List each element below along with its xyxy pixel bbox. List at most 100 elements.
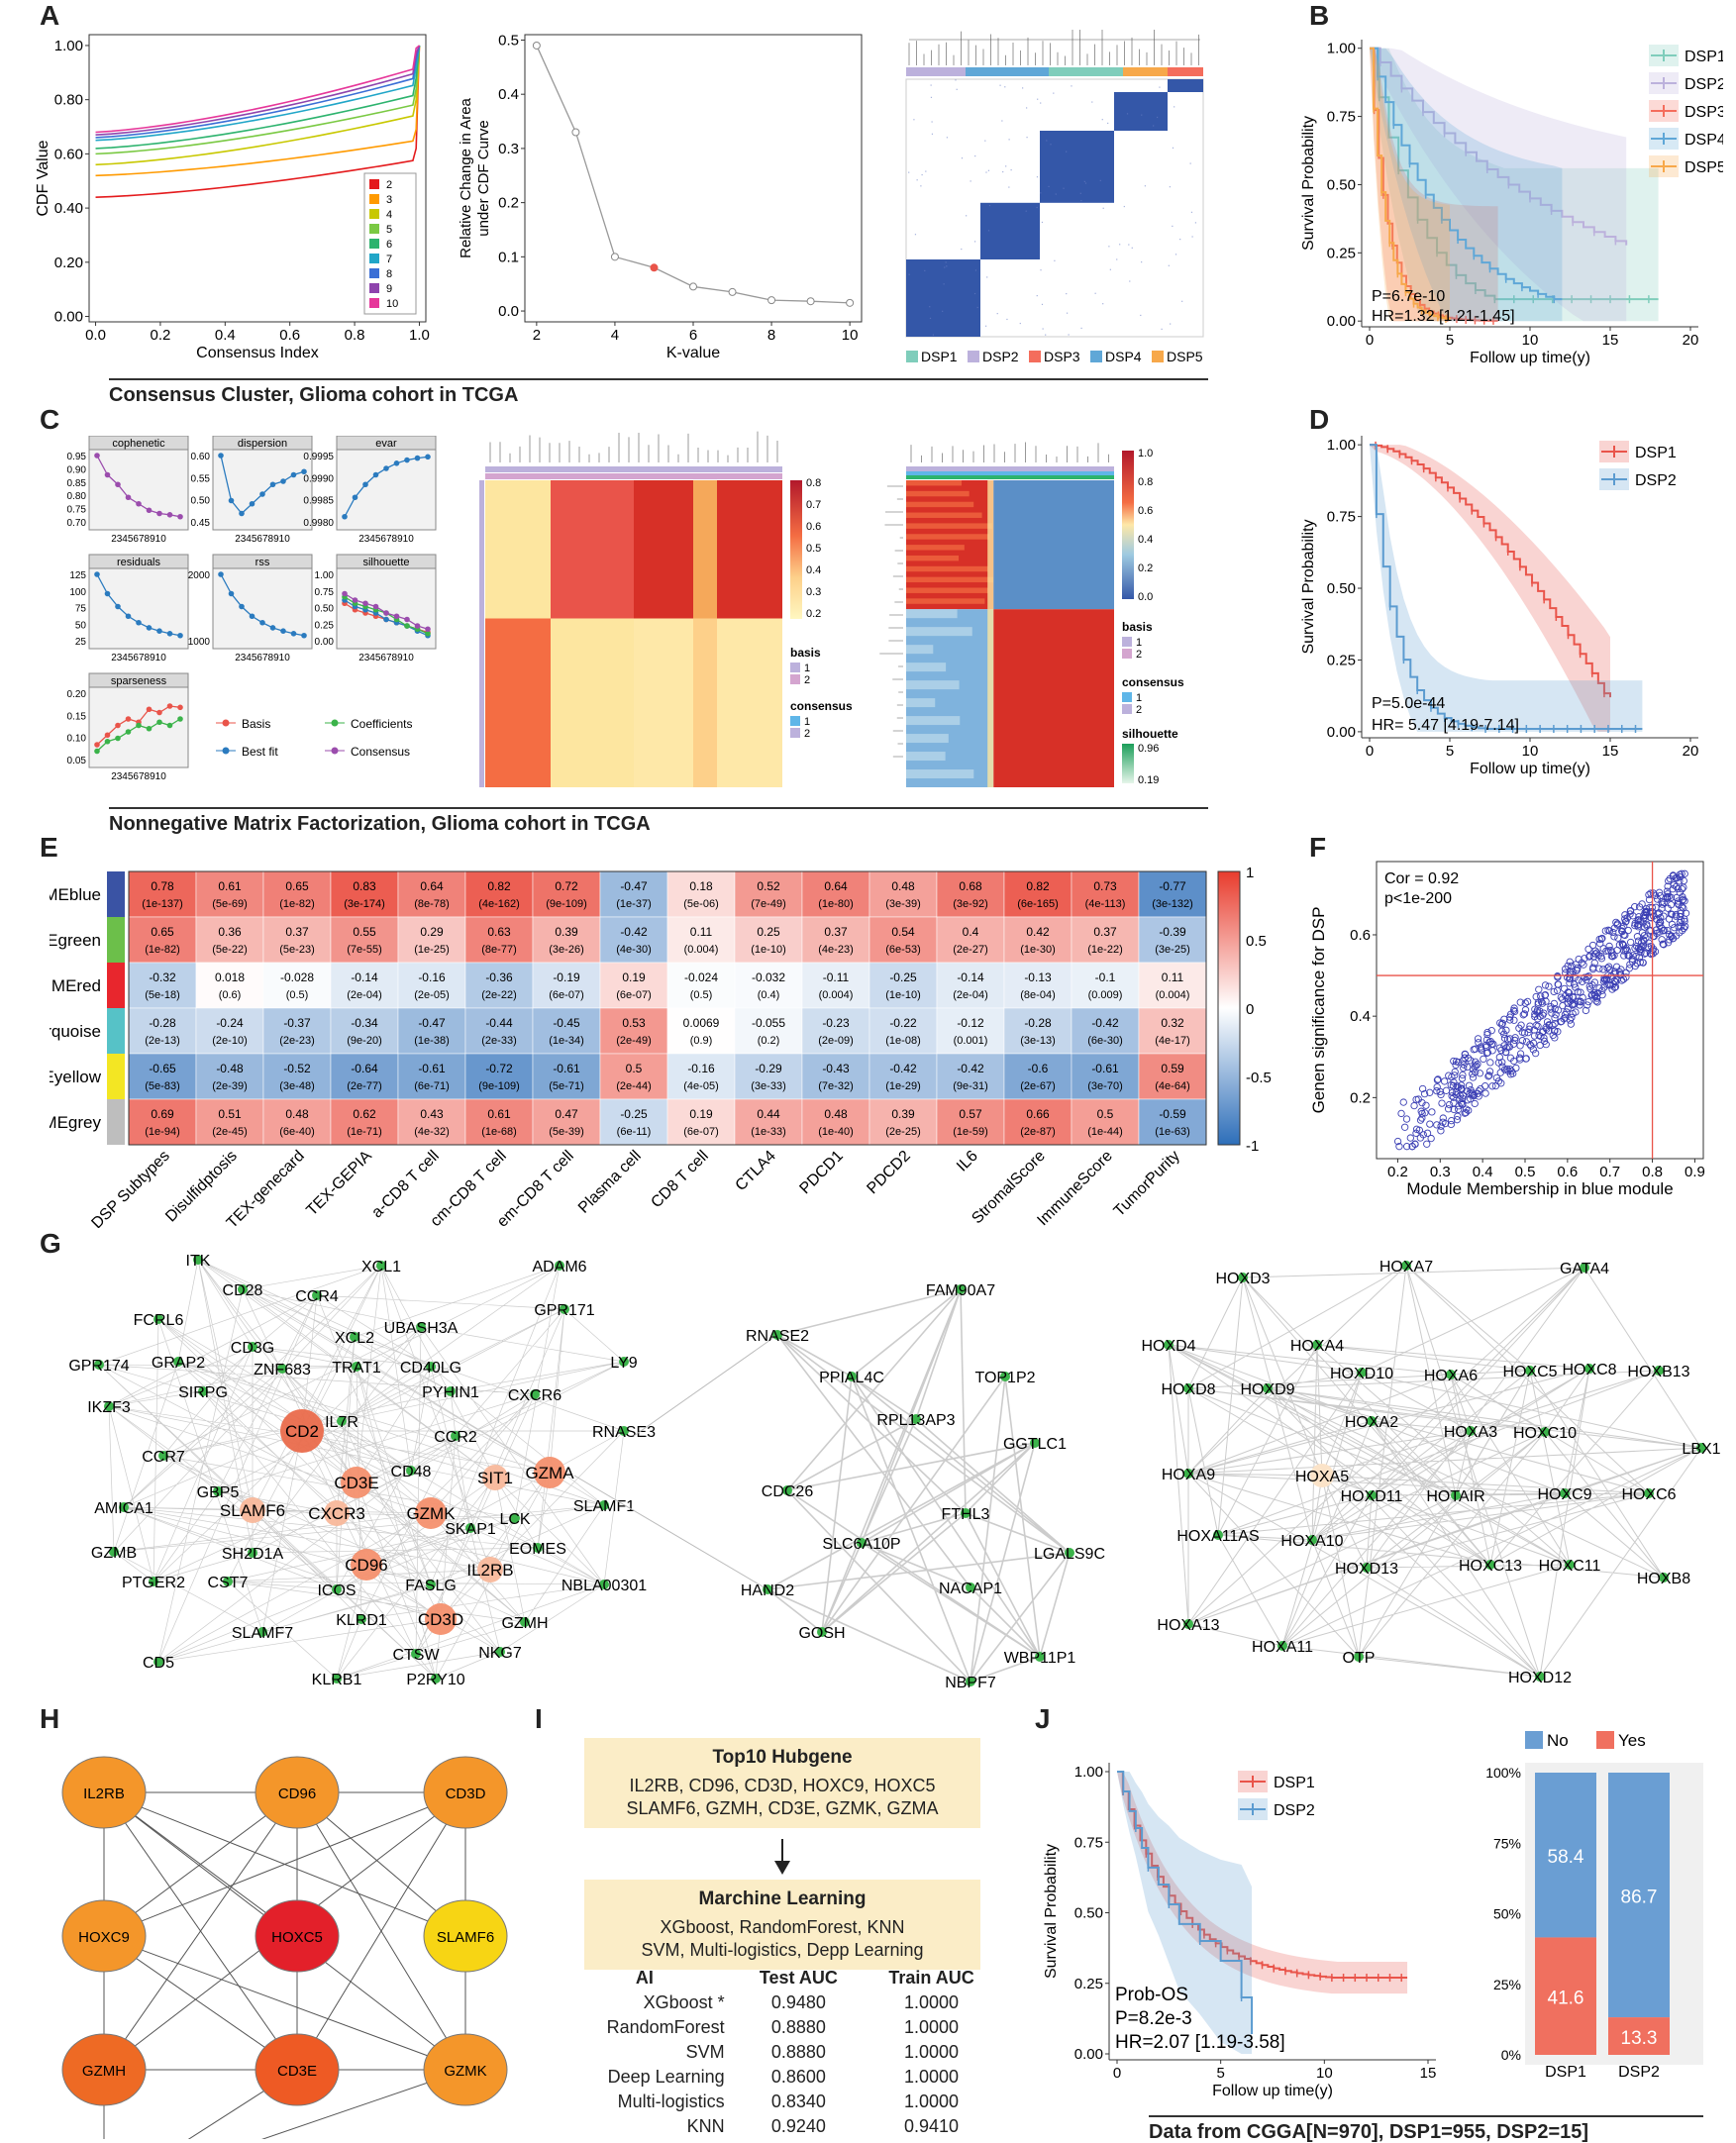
- heatmap-speck: [1026, 137, 1028, 139]
- heatmap-speck: [1022, 87, 1024, 89]
- heatmap-cell: [1071, 870, 1140, 918]
- gene-node: [350, 1332, 359, 1342]
- x-tick-label: 10: [1522, 743, 1539, 760]
- heatmap-speck: [908, 273, 910, 275]
- heatmap-speck: [1004, 86, 1006, 88]
- y-tick-label: 0.50: [315, 604, 335, 615]
- y-tick-label: 0.25: [315, 620, 335, 631]
- heatmap-cell: [128, 1053, 197, 1100]
- heatmap-speck: [1144, 185, 1146, 187]
- heatmap-cell: [666, 1007, 736, 1055]
- heatmap-cell: [397, 870, 466, 918]
- heatmap-cell: [1003, 916, 1072, 964]
- gene-label: HOXA4: [1290, 1338, 1344, 1355]
- heatmap-speck: [1066, 292, 1068, 295]
- scatter-point: [1481, 1089, 1489, 1097]
- heatmap-cell: [464, 962, 534, 1009]
- heatmap-speck: [961, 248, 963, 251]
- heatmap-cell: [693, 618, 717, 787]
- auc-cell: 0.9410: [903, 2116, 960, 2136]
- p-value: P=8.2e-3: [1115, 2008, 1192, 2029]
- heatmap-stripe: [906, 501, 974, 508]
- gene-label: CXCR6: [508, 1387, 562, 1404]
- x-axis-label: Consensus Index: [196, 345, 319, 361]
- scatter-point: [1399, 1098, 1407, 1106]
- gene-node: [119, 1502, 129, 1512]
- scatter-point: [1668, 933, 1676, 941]
- gene-node: [94, 1360, 104, 1370]
- cell-pvalue: (2e-27): [953, 944, 987, 956]
- heatmap-speck: [1002, 170, 1004, 173]
- caption-j: Data from CGGA[N=970], DSP1=955, DSP2=15…: [1149, 2115, 1703, 2143]
- heatmap-block: [993, 480, 1114, 610]
- x-tick-label: 2345678910: [235, 534, 290, 545]
- legend-swatch: [790, 674, 800, 684]
- x-tick-label: 5: [1446, 743, 1454, 760]
- cell-pvalue: (4e-23): [818, 944, 853, 956]
- heatmap-cell: [397, 1007, 466, 1055]
- delta-point: [767, 296, 776, 305]
- scatter-point: [1459, 1071, 1467, 1079]
- gene-label: XCL2: [335, 1330, 374, 1347]
- gene-node: [1451, 1490, 1461, 1500]
- scatter-point: [1542, 1041, 1550, 1049]
- x-tick-label: 2345678910: [358, 653, 414, 663]
- scatter-point: [1655, 909, 1664, 917]
- cell-pvalue: (2e-87): [1020, 1126, 1055, 1138]
- cell-value: 0.37: [285, 925, 309, 939]
- auc-cell: 0.8600: [770, 2067, 826, 2087]
- heatmap-speck: [1170, 323, 1172, 325]
- gene-label: FTHL3: [942, 1506, 990, 1523]
- scatter-point: [1631, 903, 1639, 911]
- heatmap-speck: [1001, 120, 1003, 122]
- gene-label: HOXB13: [1627, 1364, 1689, 1380]
- heatmap-cell: [532, 916, 601, 964]
- x-tick-label: 6: [689, 327, 697, 344]
- scatter-point: [1470, 1046, 1478, 1054]
- cell-pvalue: (2e-13): [145, 1035, 179, 1047]
- row-label: MEgrey: [50, 1113, 101, 1132]
- scatter-point: [1572, 983, 1580, 991]
- heatmap-cell: [734, 916, 803, 964]
- cell-pvalue: (1e-68): [481, 1126, 516, 1138]
- legend-label: 2: [1136, 704, 1142, 716]
- scatter-point: [1417, 1107, 1425, 1115]
- scale-label: 0.6: [1138, 505, 1153, 517]
- heatmap-cell: [1138, 870, 1207, 918]
- heatmap-speck: [929, 306, 931, 308]
- auc-header-ai: AI: [635, 1968, 654, 1988]
- scatter-point: [1561, 965, 1570, 973]
- heatmap-cell: [734, 1007, 803, 1055]
- heatmap-speck: [1068, 334, 1070, 336]
- heatmap-speck: [921, 173, 923, 176]
- cell-value: 0.5: [626, 1062, 643, 1075]
- heatmap-speck: [1046, 140, 1048, 142]
- hubgene-label: GZMK: [444, 2063, 486, 2080]
- y-tick-label: 0.40: [54, 200, 83, 217]
- scatter-point: [1599, 966, 1607, 973]
- cell-value: 0.73: [1093, 879, 1117, 893]
- x-tick-label: 5: [1446, 332, 1454, 349]
- cell-value: 0.39: [555, 925, 578, 939]
- legend-swatch: [790, 728, 800, 738]
- x-tick-label: 0.2: [1387, 1164, 1408, 1180]
- legend-label: Consensus: [351, 745, 410, 759]
- heatmap-speck: [1116, 258, 1118, 260]
- heatmap-speck: [1053, 92, 1055, 94]
- scatter-point: [1611, 968, 1619, 975]
- delta-point: [728, 287, 737, 296]
- heatmap-speck: [1008, 186, 1010, 188]
- panel-label-j: J: [1035, 1703, 1051, 1734]
- heatmap-cell: [128, 1098, 197, 1146]
- bar-label-no: 58.4: [1548, 1847, 1584, 1868]
- heatmap-cell: [551, 480, 634, 619]
- x-tick-label: 5: [1216, 2065, 1224, 2082]
- gene-node: [1263, 1383, 1273, 1393]
- hubgene-node: [423, 2033, 508, 2106]
- network-edge: [103, 1791, 298, 2071]
- cell-value: 0.61: [218, 879, 242, 893]
- scatter-point: [1681, 869, 1688, 877]
- scatter-point: [1452, 1061, 1460, 1070]
- scatter-point: [1539, 1027, 1548, 1036]
- heatmap-speck: [1172, 147, 1174, 149]
